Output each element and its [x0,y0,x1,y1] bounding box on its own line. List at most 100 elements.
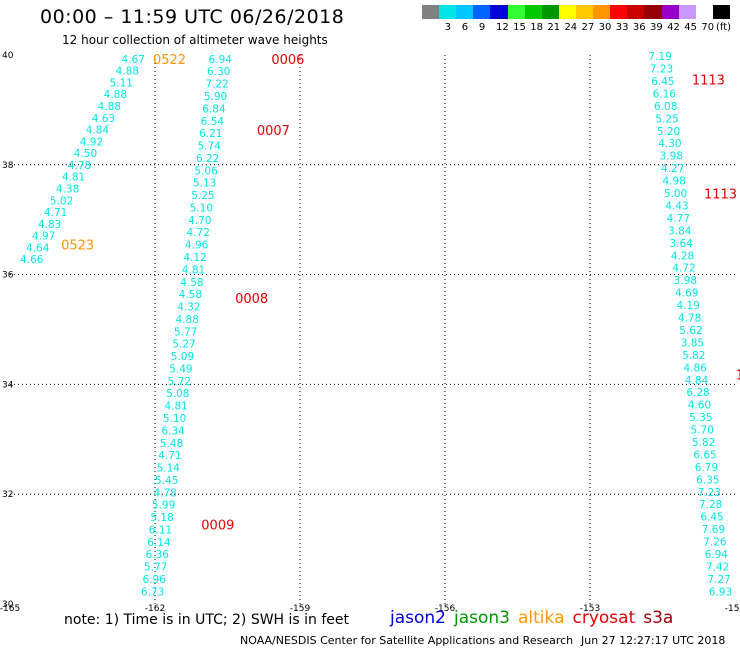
wave-height-label: 5.25 [191,190,214,202]
legend-label: 42 [667,22,680,33]
legend-label: 30 [598,22,612,33]
lat-tick-label: 40 [2,51,14,61]
wave-height-label: 5.09 [171,351,194,363]
wave-height-label: 7.19 [648,51,671,63]
legend-swatch [473,5,491,19]
wave-height-label: 4.84 [86,125,110,137]
wave-height-label: 6.94 [209,54,233,66]
wave-height-label: 5.10 [190,202,213,214]
pass-time-label: 0006 [271,53,304,68]
wave-height-label: 6.21 [199,128,222,140]
legend-swatch [524,5,542,19]
footer-credit: NOAA/NESDIS Center for Satellite Applica… [240,634,574,647]
wave-height-label: 5.72 [168,376,191,388]
wave-height-label: 6.73 [141,586,164,598]
wave-height-label: 4.81 [182,264,205,276]
wave-height-label: 4.78 [153,487,176,499]
wave-height-label: 5.48 [160,438,183,450]
wave-height-label: 4.88 [116,66,139,78]
legend-swatch [422,5,440,19]
pass-time-label: 0009 [201,518,234,533]
wave-height-label: 7.42 [706,561,729,573]
color-legend-labels: 3 6 9 12 15 18 21 24 27 30 33 36 39 42 45 70 (ft) [422,22,740,34]
wave-height-label: 4.83 [38,219,61,231]
page-title: 00:00 – 11:59 UTC 06/26/2018 [40,6,345,28]
wave-height-label: 4.63 [92,113,115,125]
wave-height-label: 7.27 [707,574,730,586]
lon-tick-label: -156 [435,604,456,614]
legend-label: 3 [444,22,452,33]
legend-swatch [439,5,457,19]
legend-label: 27 [581,22,595,33]
legend-label: 45 [684,22,697,33]
wave-height-label: 4.71 [158,450,181,462]
legend-label: 33 [615,22,629,33]
wave-height-label: 6.30 [207,66,230,78]
wave-height-label: 4.88 [176,314,199,326]
wave-height-label: 4.43 [665,200,688,212]
wave-height-label: 5.08 [166,388,189,400]
wave-height-label: 6.16 [653,88,677,100]
pass-time-label: 1113 [692,74,725,89]
legend-swatch [661,5,679,19]
wave-height-label: 5.13 [193,178,216,190]
wave-height-label: 4.19 [676,300,699,312]
lat-tick-label: 34 [2,380,14,390]
wave-height-label: 4.66 [20,254,44,266]
satellite-legend-item: jason2 [390,608,446,628]
wave-height-label: 4.60 [688,400,711,412]
wave-height-label: 6.45 [651,76,674,88]
lat-tick-label: 32 [2,490,13,500]
wave-height-label: 4.64 [26,242,50,254]
wave-height-label: 5.06 [194,165,218,177]
lon-tick-label: -162 [145,604,165,614]
legend-swatch [575,5,594,19]
footer-timestamp: Jun 27 12:27:17 UTC 2018 [581,634,726,647]
wave-height-label: 4.32 [177,302,200,314]
wave-height-label: 3.64 [669,238,693,250]
wave-height-label: 4.92 [80,136,103,148]
wave-height-label: 6.14 [147,537,171,549]
footer-note: note: 1) Time is in UTC; 2) SWH is in fe… [64,612,350,628]
wave-height-label: 4.70 [188,215,211,227]
wave-height-label: 4.88 [104,89,127,101]
legend-swatch [678,5,696,19]
satellite-legend-item: cryosat [572,608,636,628]
wave-height-label: 4.69 [675,288,698,300]
legend-swatch [610,5,628,19]
wave-height-label: 4.67 [122,54,145,66]
lon-tick-label: -165 [0,604,20,614]
wave-height-label: 4.98 [662,176,685,188]
wave-height-label: 6.54 [201,116,225,128]
wave-height-label: 6.34 [161,425,185,437]
wave-height-label: 5.27 [172,339,195,351]
wave-height-label: 4.28 [671,250,694,262]
lat-tick-label: 38 [2,161,14,171]
wave-height-label: 4.86 [684,362,708,374]
wave-height-label: 6.35 [696,474,719,486]
legend-label: 70 [701,22,715,33]
wave-height-label: 5.99 [152,500,175,512]
wave-height-label: 7.26 [703,537,727,549]
legend-label: 18 [530,22,543,33]
legend-swatch [490,5,508,19]
legend-label: 15 [513,22,526,33]
pass-time-label: 0008 [235,292,268,307]
wave-height-label: 3.84 [668,225,692,237]
lon-tick-label: -153 [580,604,600,614]
legend-label: 21 [547,22,561,33]
satellite-legend-item: s3a [643,608,674,628]
wave-height-label: 5.25 [655,113,678,125]
wave-height-label: 5.20 [657,126,680,138]
pass-time-label: 0007 [257,124,290,139]
legend-swatch [712,5,730,19]
satellite-legend-item: jason3 [454,608,510,628]
wave-height-label: 6.28 [686,387,709,399]
wave-height-label: 4.96 [185,240,209,252]
wave-height-label: 5.49 [169,363,192,375]
wave-height-label: 5.14 [157,463,181,475]
wave-height-label: 6.11 [149,524,172,536]
wave-height-label: 4.78 [678,313,701,325]
pass-time-label: 1113 [704,187,737,202]
